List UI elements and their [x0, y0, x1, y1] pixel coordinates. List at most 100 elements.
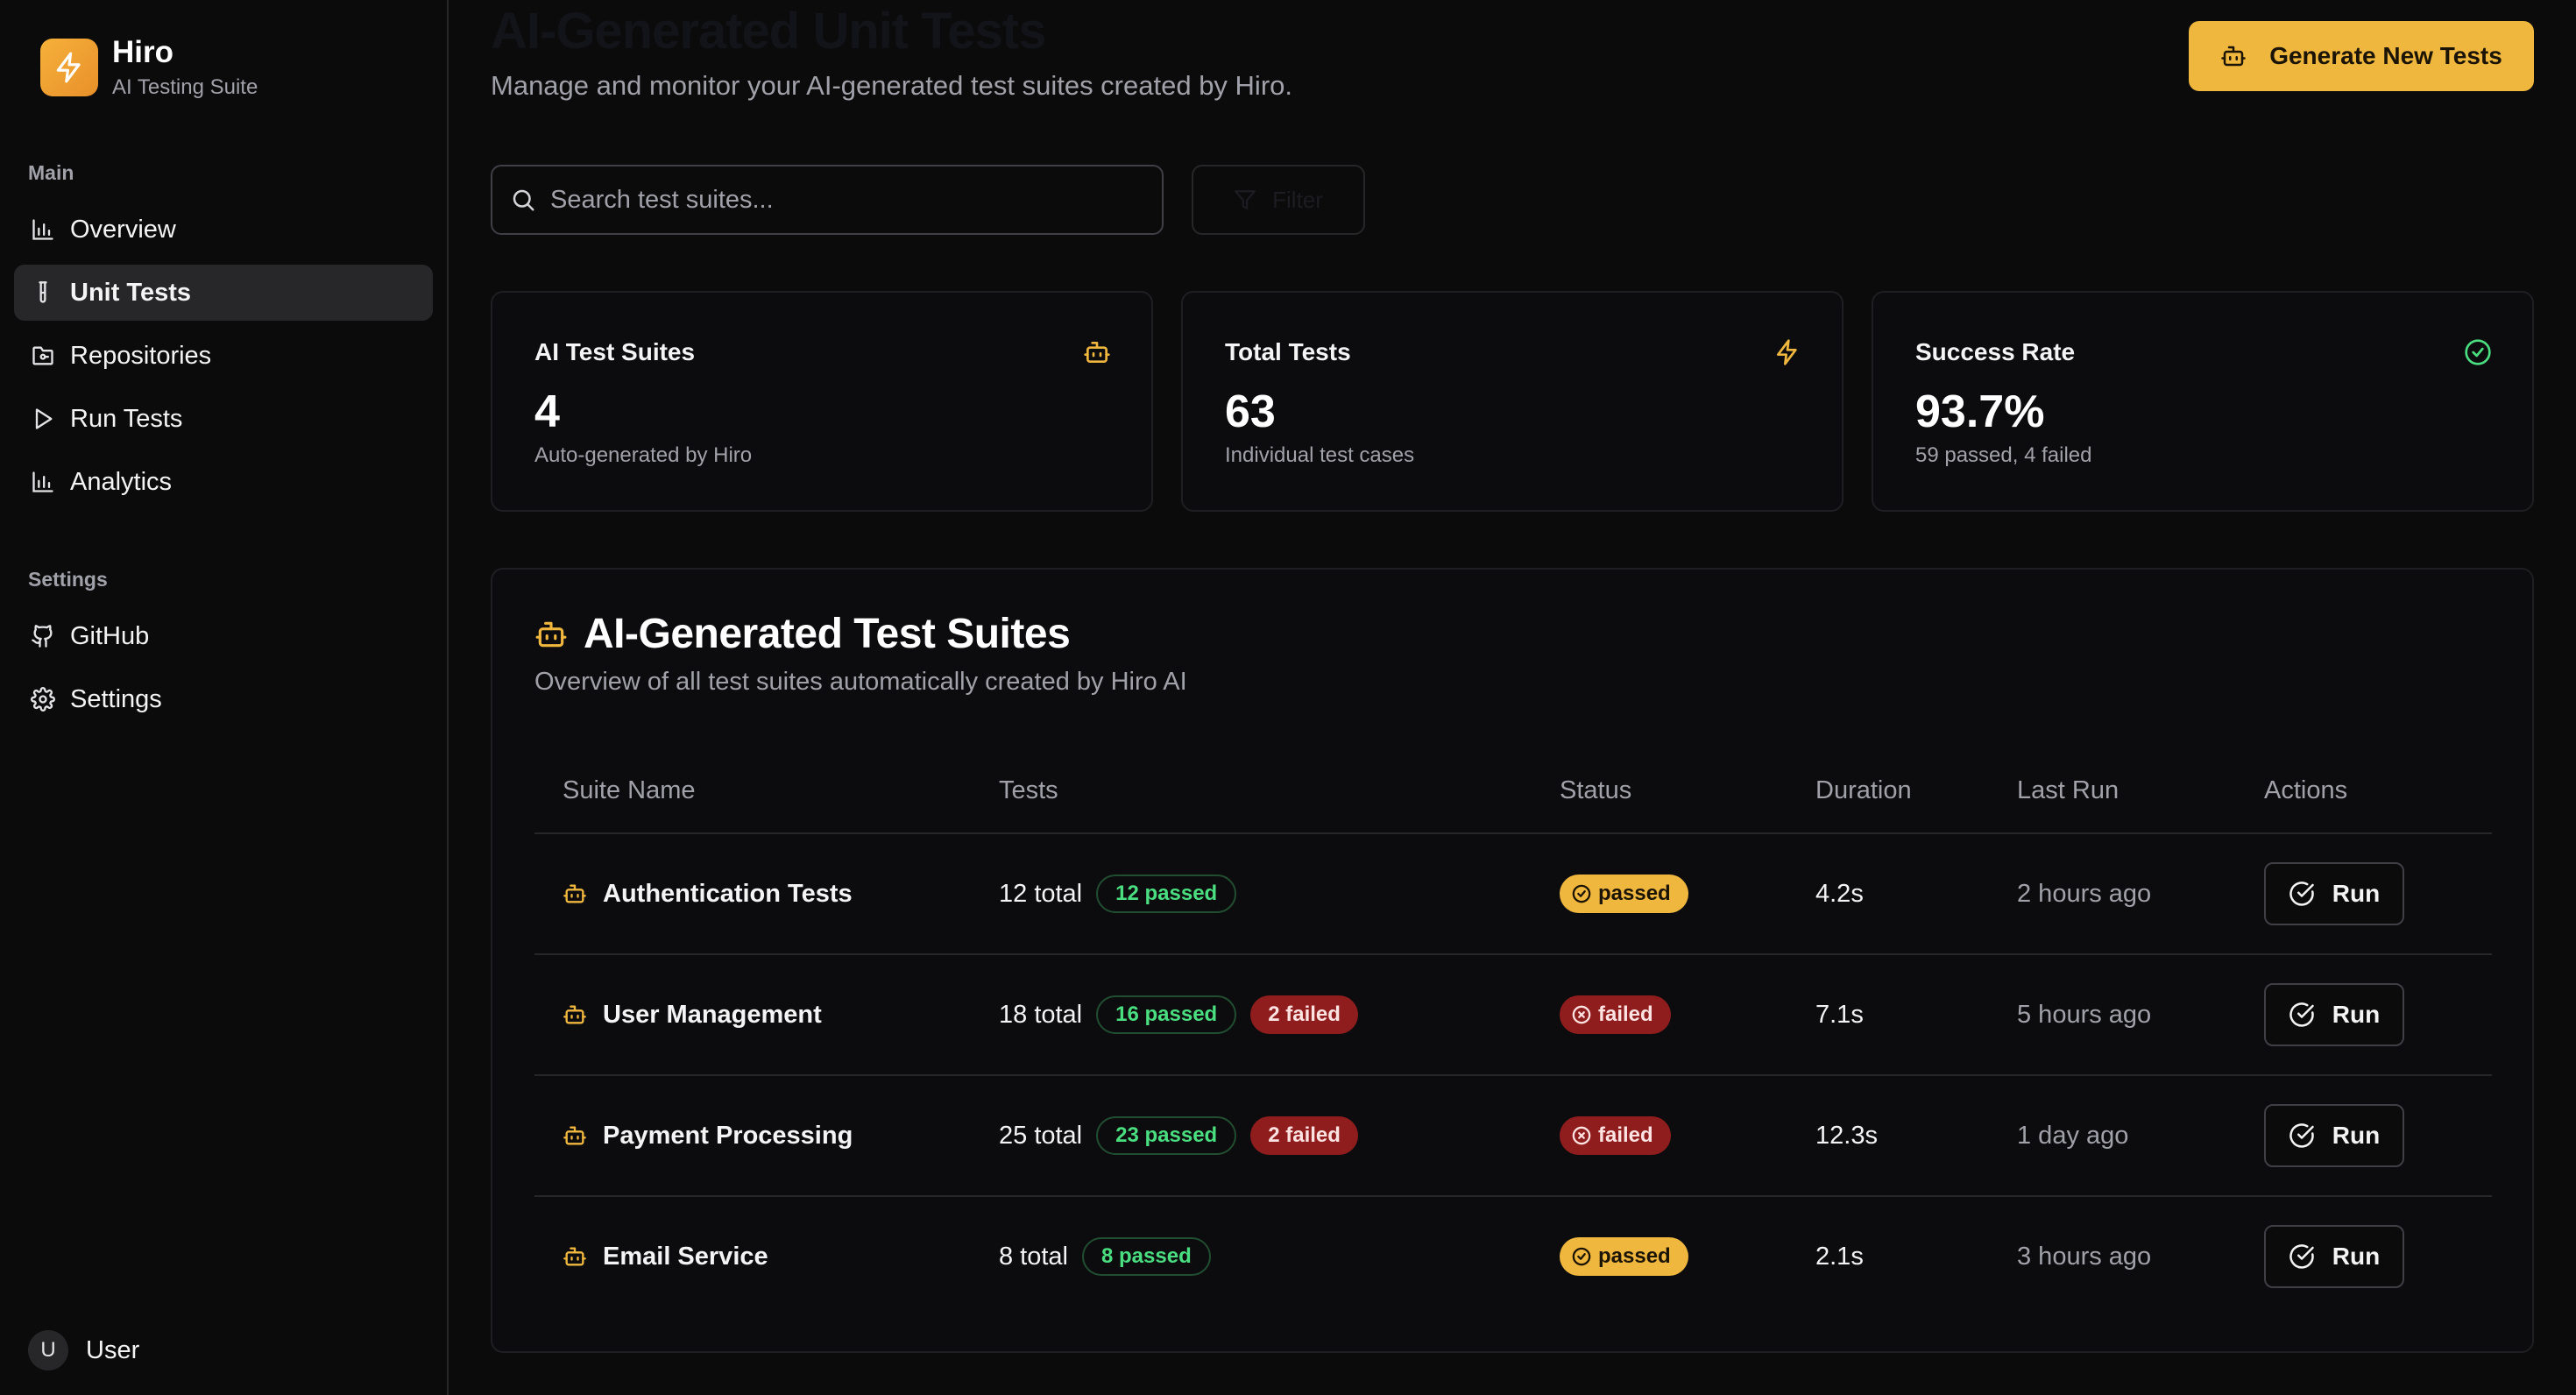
bar-chart-icon: [30, 469, 56, 495]
duration-cell: 4.2s: [1815, 879, 1864, 908]
bot-icon: [563, 1002, 587, 1027]
user-menu[interactable]: U User: [28, 1330, 139, 1370]
run-label: Run: [2332, 880, 2381, 907]
duration-cell: 2.1s: [1815, 1242, 1864, 1271]
check-circle-icon: [2289, 881, 2315, 907]
tests-cell: 18 total 16 passed 2 failed: [999, 955, 1358, 1074]
column-header-tests[interactable]: Tests: [999, 776, 1058, 804]
run-button[interactable]: Run: [2264, 1225, 2404, 1288]
status-label: failed: [1598, 1123, 1653, 1147]
sidebar-item-unit-tests[interactable]: Unit Tests: [14, 265, 433, 321]
passed-badge: 8 passed: [1082, 1237, 1211, 1276]
suite-name-cell: Payment Processing: [563, 1076, 853, 1195]
run-button[interactable]: Run: [2264, 1104, 2404, 1167]
sidebar-item-analytics[interactable]: Analytics: [14, 454, 433, 510]
page-subtitle: Manage and monitor your AI-generated tes…: [491, 70, 1292, 101]
passed-badge: 16 passed: [1096, 995, 1237, 1034]
check-circle-icon: [1572, 1247, 1591, 1266]
actions-cell: Run: [2264, 1197, 2404, 1316]
column-header-status[interactable]: Status: [1560, 776, 1632, 804]
suites-title: AI-Generated Test Suites: [584, 611, 1071, 657]
sidebar-item-overview[interactable]: Overview: [14, 202, 433, 258]
passed-badge: 12 passed: [1096, 875, 1237, 913]
status-badge: failed: [1560, 1116, 1671, 1155]
run-button[interactable]: Run: [2264, 862, 2404, 925]
check-circle-icon: [2464, 338, 2492, 366]
status-label: passed: [1598, 882, 1671, 905]
last-run-cell: 5 hours ago: [2017, 1000, 2152, 1029]
gear-icon: [30, 686, 56, 712]
run-label: Run: [2332, 1122, 2381, 1149]
search-input[interactable]: [550, 185, 1129, 215]
stat-description: 59 passed, 4 failed: [1915, 443, 2092, 467]
stat-card-total-tests: Total Tests 63 Individual test cases: [1181, 291, 1844, 512]
sidebar-item-label: Overview: [70, 215, 176, 244]
check-circle-icon: [2289, 1122, 2315, 1149]
sidebar-item-label: Analytics: [70, 467, 173, 496]
suite-name-cell: Email Service: [563, 1197, 768, 1316]
table-row[interactable]: Authentication Tests 12 total 12 passed …: [534, 834, 2492, 955]
filter-icon: [1234, 188, 1256, 211]
last-run-cell: 3 hours ago: [2017, 1242, 2152, 1271]
table-row[interactable]: User Management 18 total 16 passed 2 fai…: [534, 955, 2492, 1076]
search-box[interactable]: [491, 165, 1164, 235]
sidebar-item-label: Run Tests: [70, 404, 183, 433]
status-cell: failed: [1560, 955, 1671, 1074]
run-button[interactable]: Run: [2264, 983, 2404, 1046]
last-run-cell: 1 day ago: [2017, 1121, 2129, 1150]
sidebar-item-run-tests[interactable]: Run Tests: [14, 391, 433, 447]
run-label: Run: [2332, 1243, 2381, 1270]
suite-name-cell: User Management: [563, 955, 822, 1074]
search-icon: [510, 187, 536, 213]
test-suites-card: AI-Generated Test Suites Overview of all…: [491, 568, 2534, 1353]
stat-title: Success Rate: [1915, 338, 2076, 365]
generate-new-tests-button[interactable]: Generate New Tests: [2189, 21, 2534, 91]
brand[interactable]: Hiro AI Testing Suite: [40, 35, 258, 100]
sidebar-item-github[interactable]: GitHub: [14, 608, 433, 664]
check-circle-icon: [1572, 884, 1591, 903]
column-header-duration[interactable]: Duration: [1815, 776, 1912, 804]
column-header-suite-name[interactable]: Suite Name: [563, 776, 696, 804]
avatar: U: [28, 1330, 68, 1370]
stat-card-success-rate: Success Rate 93.7% 59 passed, 4 failed: [1872, 291, 2534, 512]
suites-subtitle: Overview of all test suites automaticall…: [534, 668, 1187, 696]
generate-new-tests-label: Generate New Tests: [2269, 42, 2502, 69]
bolt-icon: [40, 39, 98, 96]
tests-total: 18 total: [999, 1000, 1083, 1029]
test-tube-icon: [30, 280, 56, 306]
status-badge: passed: [1560, 875, 1688, 913]
stat-value: 93.7%: [1915, 386, 2045, 437]
column-header-last-run[interactable]: Last Run: [2017, 776, 2120, 804]
section-label-settings: Settings: [28, 568, 108, 591]
brand-subtitle: AI Testing Suite: [112, 75, 258, 99]
bot-icon: [563, 1244, 587, 1269]
status-label: failed: [1598, 1002, 1653, 1026]
stat-title: Total Tests: [1225, 338, 1351, 365]
sidebar-item-repositories[interactable]: Repositories: [14, 328, 433, 384]
stat-description: Auto-generated by Hiro: [534, 443, 753, 467]
suite-name-cell: Authentication Tests: [563, 834, 853, 953]
check-circle-icon: [2289, 1002, 2315, 1028]
sidebar: Hiro AI Testing Suite Main Overview Unit…: [0, 0, 449, 1395]
table-row[interactable]: Email Service 8 total 8 passed passed 2.…: [534, 1197, 2492, 1318]
status-cell: failed: [1560, 1076, 1671, 1195]
status-label: passed: [1598, 1244, 1671, 1268]
check-circle-icon: [2289, 1243, 2315, 1270]
stat-card-ai-test-suites: AI Test Suites 4 Auto-generated by Hiro: [491, 291, 1153, 512]
stat-value: 63: [1225, 386, 1276, 437]
status-cell: passed: [1560, 834, 1688, 953]
filter-button[interactable]: Filter: [1192, 165, 1365, 235]
actions-cell: Run: [2264, 1076, 2404, 1195]
filter-label: Filter: [1272, 186, 1323, 213]
actions-cell: Run: [2264, 834, 2404, 953]
table-row[interactable]: Payment Processing 25 total 23 passed 2 …: [534, 1076, 2492, 1197]
actions-cell: Run: [2264, 955, 2404, 1074]
passed-badge: 23 passed: [1096, 1116, 1237, 1155]
sidebar-item-settings[interactable]: Settings: [14, 671, 433, 727]
bot-icon: [2220, 43, 2247, 69]
sidebar-item-label: Repositories: [70, 341, 212, 370]
bot-icon: [1083, 338, 1111, 366]
user-name: User: [86, 1335, 140, 1364]
tests-total: 12 total: [999, 879, 1083, 908]
